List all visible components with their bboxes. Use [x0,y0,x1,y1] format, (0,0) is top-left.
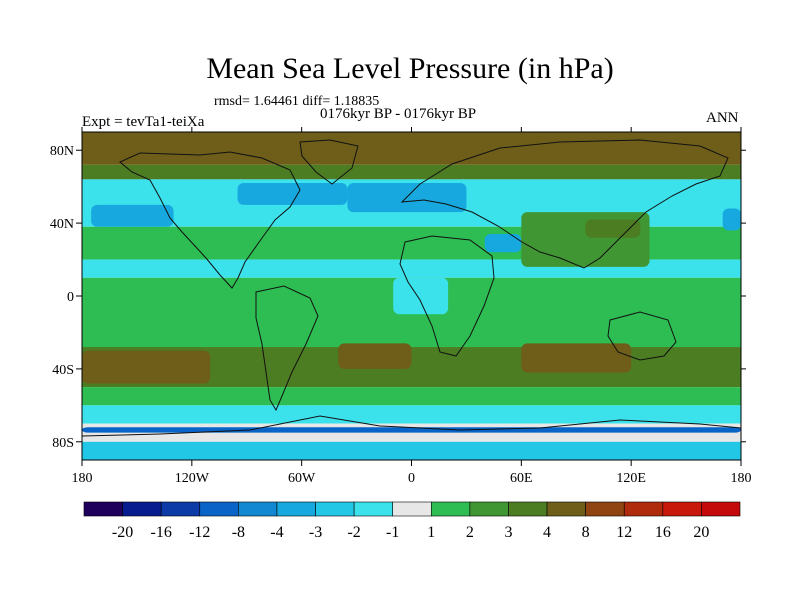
field-region-9 [521,343,632,373]
colorbar-label-9: 2 [466,524,474,541]
x-tick-label-0: 180 [72,471,93,486]
colorbar-swatch-1 [122,501,162,517]
colorbar-swatch-0 [83,501,123,517]
colorbar-label-3: -8 [232,524,245,541]
x-tick-label-4: 60E [510,471,533,486]
chart-stats: rmsd= 1.64461 diff= 1.18835 [214,94,380,109]
x-tick-label-3: 0 [408,471,415,486]
africa-coastline [399,235,495,357]
x-tick-label-6: 180 [731,471,752,486]
chart-title: Mean Sea Level Pressure (in hPa) [206,52,614,85]
colorbar-label-11: 4 [543,524,551,541]
field-region-2 [91,204,174,227]
colorbar-label-14: 16 [655,524,671,541]
y-tick-label-4: 80S [52,436,74,451]
greenland-coastline [299,139,359,185]
field-band-7 [82,387,741,406]
colorbar-swatch-15 [662,501,702,517]
chart-subtitle: 0176kyr BP - 0176kyr BP [320,106,477,122]
colorbar-label-2: -12 [189,524,210,541]
colorbar-label-1: -16 [151,524,172,541]
colorbar-label-12: 8 [582,524,590,541]
field-region-3 [722,208,741,231]
south-america-coastline [255,285,319,412]
colorbar-swatch-13 [585,501,625,517]
experiment-label: Expt = tevTa1-teiXa [82,114,205,130]
y-tick-label-3: 40S [52,363,74,378]
field-band-0 [82,132,741,165]
y-tick-label-2: 0 [67,290,74,305]
field-band-10 [82,441,741,460]
colorbar-swatch-4 [238,501,278,517]
y-tick-label-0: 80N [50,144,74,159]
antarctica-coastline [82,415,741,437]
field-region-7 [82,350,211,384]
y-tick-label-1: 40N [50,217,74,232]
colorbar-label-7: -1 [386,524,399,541]
eurasia-coastline [400,139,729,269]
colorbar-swatch-14 [623,501,664,517]
field-region-10 [686,350,741,380]
colorbar-swatch-12 [546,501,586,517]
colorbar-swatch-11 [508,501,548,517]
colorbar-swatch-7 [353,501,394,517]
field-region-4 [484,234,522,253]
colorbar: -20 -16 -12 -8 -4 -3 -2 -1 1 2 3 4 8 12 16 20 [83,501,741,541]
colorbar-label-8: 1 [427,524,435,541]
colorbar-label-15: 20 [693,524,709,541]
colorbar-swatch-8 [392,501,432,517]
field-region-0 [237,183,348,205]
field-region-8 [338,343,412,369]
x-tick-label-1: 120W [175,471,210,486]
season-label: ANN [706,110,739,126]
field-region-12 [82,427,741,433]
colorbar-label-4: -4 [270,524,283,541]
axes: 180 120W 60W 0 60E 120E 180 80N 40N 0 40S 80S [50,127,752,486]
colorbar-swatch-16 [701,501,741,517]
map-field [82,132,741,460]
north-america-coastline [119,151,301,289]
field-region-11 [393,277,449,315]
colorbar-label-6: -2 [347,524,360,541]
colorbar-label-13: 12 [616,524,632,541]
field-band-8 [82,405,741,424]
colorbar-swatch-9 [430,501,471,517]
colorbar-swatch-5 [276,501,316,517]
colorbar-swatch-6 [315,501,355,517]
colorbar-swatch-2 [160,501,201,517]
x-tick-label-5: 120E [616,471,646,486]
colorbar-label-0: -20 [112,524,133,541]
australia-coastline [607,311,677,361]
coastline-overlay [82,139,741,437]
field-region-6 [585,219,641,238]
x-tick-label-2: 60W [288,471,316,486]
colorbar-label-5: -3 [309,524,322,541]
field-band-1 [82,164,741,180]
colorbar-label-10: 3 [504,524,512,541]
colorbar-swatch-3 [199,501,239,517]
colorbar-swatch-10 [469,501,509,517]
